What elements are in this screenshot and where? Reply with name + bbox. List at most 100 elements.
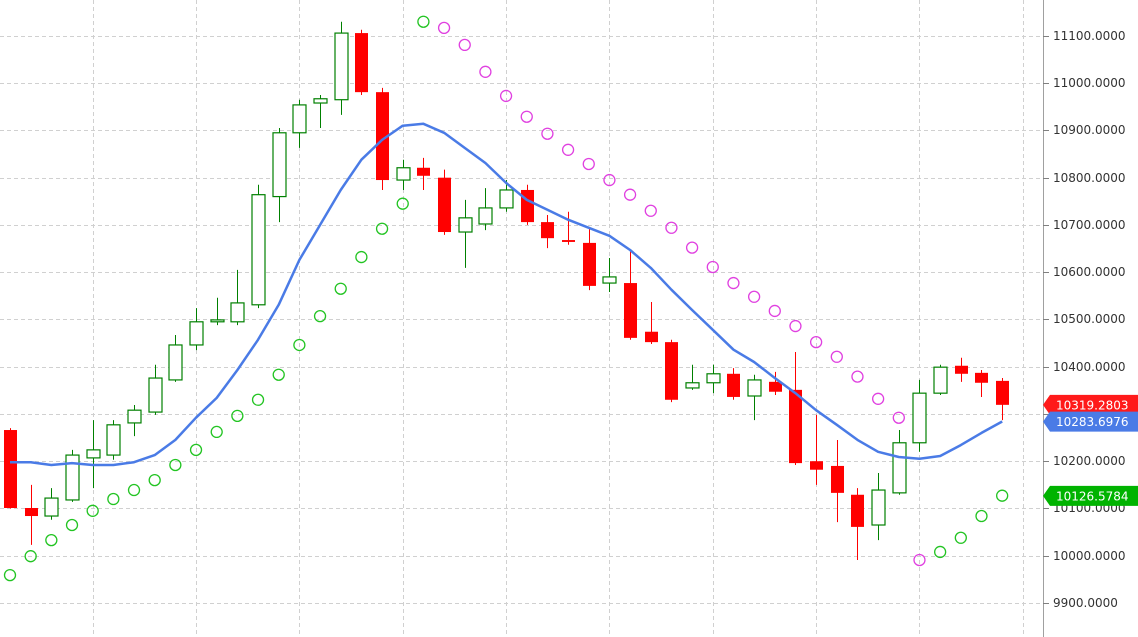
sar-dot	[975, 509, 988, 523]
sar-dot	[417, 15, 430, 28]
price-tag-label: 10126.5784	[1056, 489, 1129, 503]
y-tick-label: 10500.0000	[1053, 312, 1126, 326]
sar-dot	[561, 143, 575, 156]
sar-dot	[45, 533, 58, 547]
moving-average-line	[10, 122, 1003, 467]
candle-body	[769, 381, 782, 392]
sar-dot	[603, 173, 616, 187]
sar-dot	[189, 443, 203, 457]
sar-dot	[293, 338, 306, 352]
sar-dot	[3, 568, 17, 582]
sar-dot	[851, 370, 864, 383]
price-tag	[1043, 411, 1138, 432]
y-tick-label: 9900.0000	[1053, 596, 1118, 610]
candle-body	[810, 461, 823, 470]
candle-body	[417, 167, 430, 176]
price-tag-label: 10283.6976	[1056, 415, 1129, 429]
candle-body	[871, 489, 886, 526]
sar-dot	[231, 409, 244, 422]
sar-dot	[520, 110, 533, 123]
candle-body	[831, 465, 844, 493]
sar-dot	[541, 127, 554, 140]
candle-body	[210, 319, 225, 323]
candle-body	[65, 454, 80, 501]
candle-body	[955, 365, 968, 374]
sar-dot	[789, 319, 802, 333]
candle-body	[996, 380, 1009, 405]
candle-body	[376, 92, 389, 181]
candle-body	[892, 442, 907, 494]
candle-body	[933, 366, 948, 394]
candle-body	[478, 207, 493, 225]
candle-body	[602, 276, 617, 284]
sar-dot	[210, 425, 223, 439]
candle-body	[189, 321, 204, 346]
candle-body	[106, 424, 121, 456]
sar-dot	[396, 197, 409, 210]
sar-dot	[644, 204, 657, 217]
sar-dot	[458, 38, 471, 52]
y-tick-label: 10600.0000	[1053, 265, 1126, 279]
sar-dot	[499, 89, 513, 103]
candle-body	[25, 507, 38, 517]
sar-dot	[65, 518, 79, 532]
candle-body	[665, 342, 678, 400]
sar-dot	[623, 188, 637, 201]
candle-body	[355, 33, 368, 93]
candle-body	[706, 373, 721, 384]
candle-body	[44, 497, 59, 517]
price-tag-label: 10319.2803	[1056, 398, 1129, 412]
y-tick-label: 10400.0000	[1053, 360, 1126, 374]
candle-body	[645, 331, 658, 343]
candle-body	[562, 240, 575, 242]
candle-body	[334, 32, 349, 101]
candle-body	[789, 389, 802, 464]
candle-body	[86, 449, 101, 459]
candle-body	[912, 392, 927, 444]
sar-dot	[375, 222, 389, 235]
sar-dot	[768, 304, 781, 318]
price-tag	[1043, 485, 1138, 506]
sar-dot	[934, 545, 947, 559]
candle-body	[396, 167, 411, 181]
sar-dot	[809, 335, 823, 349]
candle-body	[583, 242, 596, 286]
sar-dot	[479, 65, 492, 78]
candle-body	[624, 283, 637, 338]
candle-body	[747, 379, 762, 397]
y-tick-label: 10800.0000	[1053, 171, 1126, 185]
y-tick-label: 10700.0000	[1053, 218, 1126, 232]
y-axis: 9900.000010000.000010100.000010200.00001…	[1043, 29, 1138, 610]
candle-body	[251, 194, 266, 306]
sar-dot	[251, 393, 265, 406]
sar-dot	[272, 368, 285, 381]
axis-panel	[1043, 0, 1138, 637]
y-tick-label: 10200.0000	[1053, 454, 1126, 468]
candle-body	[521, 189, 534, 223]
sar-dot	[996, 489, 1009, 502]
candle-body	[292, 104, 307, 134]
sar-dot	[871, 392, 885, 405]
price-tag	[1043, 394, 1138, 415]
sar-dot	[685, 241, 699, 254]
candle-body	[458, 217, 473, 233]
sar-dot	[582, 157, 595, 171]
candle-body	[168, 344, 183, 381]
candle-body	[975, 372, 988, 383]
sar-dot	[86, 504, 99, 517]
sar-dot	[437, 21, 451, 35]
candle-body	[272, 132, 287, 198]
y-tick-label: 10000.0000	[1053, 549, 1126, 563]
sar-dot	[830, 350, 843, 363]
candle-body	[127, 409, 142, 424]
plot	[3, 15, 1009, 582]
y-tick-label: 11000.0000	[1053, 76, 1126, 90]
sar-dot	[107, 492, 120, 506]
sar-dot	[169, 458, 182, 472]
candle-body	[230, 302, 245, 323]
y-tick-label: 10900.0000	[1053, 123, 1126, 137]
candle-body	[541, 222, 554, 239]
